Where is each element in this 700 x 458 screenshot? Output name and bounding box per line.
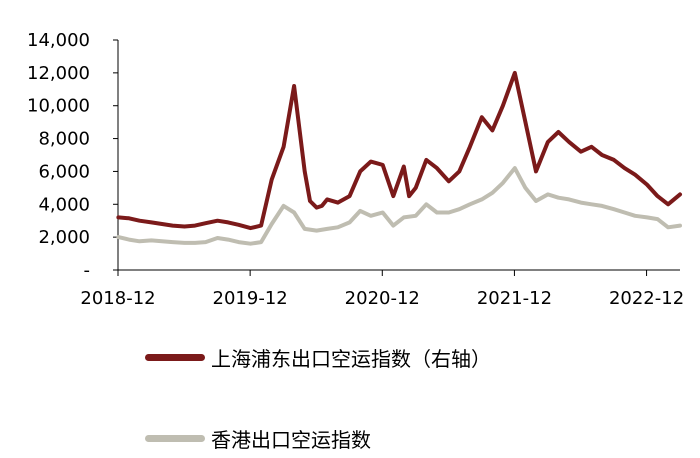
x-axis: 2018-12 2019-12 2020-12 2021-12 2022-12	[80, 269, 684, 309]
legend-swatch-hongkong	[145, 435, 205, 442]
y-tick-label: 12,000	[27, 63, 90, 84]
x-tick-label: 2018-12	[80, 288, 155, 309]
x-tick-label: 2020-12	[345, 288, 420, 309]
y-tick-label: 2,000	[38, 227, 90, 248]
legend-swatch-shanghai	[145, 354, 205, 361]
y-tick-label: 8,000	[38, 129, 90, 150]
line-chart: -2,0004,0006,0008,00010,00012,00014,000 …	[27, 30, 684, 309]
y-tick-label: 4,000	[38, 194, 90, 215]
x-tick-label: 2019-12	[213, 288, 288, 309]
series-line-shanghai	[116, 70, 682, 231]
x-tick-label: 2022-12	[609, 288, 684, 309]
y-tick-label: 10,000	[27, 96, 90, 117]
x-tick-label: 2021-12	[477, 288, 552, 309]
y-tick-label: 6,000	[38, 161, 90, 182]
series-line-hongkong	[116, 166, 682, 246]
legend-label-hongkong: 香港出口空运指数	[211, 428, 371, 452]
series-layer	[116, 70, 682, 246]
legend-item-hongkong: 香港出口空运指数	[145, 424, 371, 453]
y-axis: - 2,000 4,000 6,000 8,000 10,000 12,000 14,000	[27, 30, 119, 281]
legend-item-shanghai: 上海浦东出口空运指数（右轴）	[145, 343, 491, 372]
y-tick-label: -	[84, 260, 91, 281]
legend-label-shanghai: 上海浦东出口空运指数（右轴）	[211, 347, 491, 371]
y-tick-label: 14,000	[27, 30, 90, 51]
